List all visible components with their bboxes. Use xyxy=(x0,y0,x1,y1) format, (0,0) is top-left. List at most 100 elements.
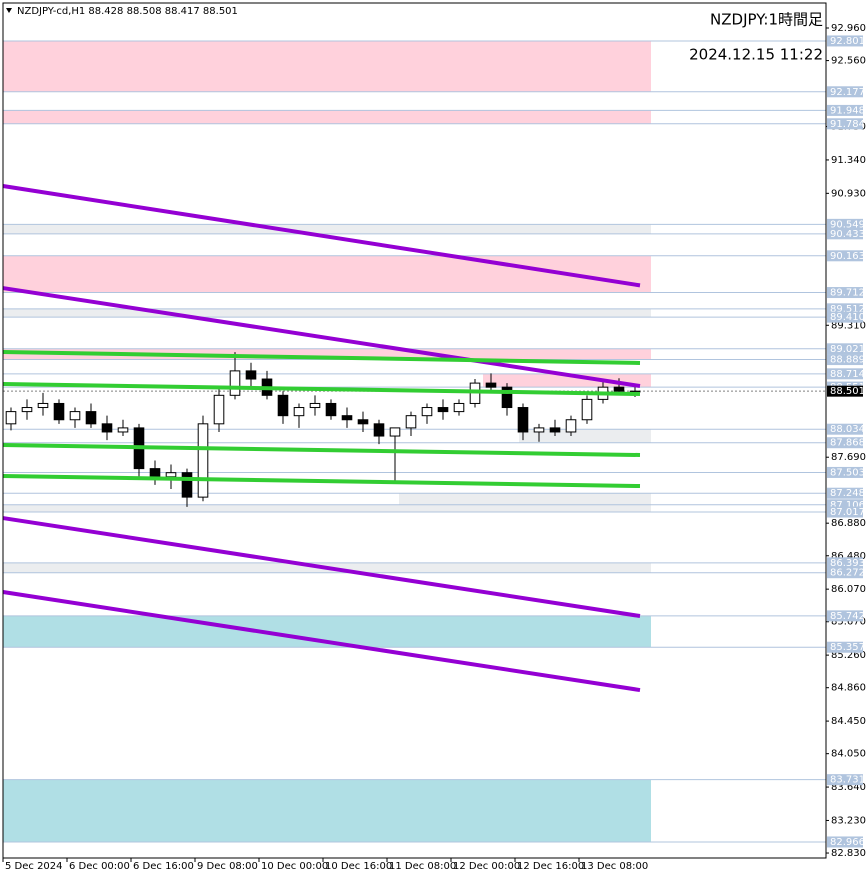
level-label-box xyxy=(827,499,863,511)
level-label-box xyxy=(827,86,863,98)
level-label: 90.549 xyxy=(830,219,865,230)
level-label-box xyxy=(827,610,863,622)
zone xyxy=(3,779,651,842)
candle-body xyxy=(549,427,561,433)
candle-body xyxy=(533,427,545,433)
level-label: 83.731 xyxy=(830,775,865,786)
candle-body xyxy=(69,411,81,421)
candle-body xyxy=(373,423,385,437)
level-label-box xyxy=(827,567,863,579)
candle-body xyxy=(197,423,209,498)
candle-body xyxy=(53,402,65,421)
candle-body xyxy=(21,407,33,413)
level-label-box xyxy=(827,311,863,323)
level-label: 91.948 xyxy=(830,105,865,116)
y-tick-label: 89.310 xyxy=(831,320,866,331)
level-label-box xyxy=(827,303,863,315)
level-label-box xyxy=(827,354,863,366)
level-label: 86.393 xyxy=(830,558,865,569)
y-tick-label: 84.050 xyxy=(831,749,866,760)
level-label-box xyxy=(827,836,863,848)
zone xyxy=(483,373,651,388)
y-tick-label: 86.070 xyxy=(831,584,866,595)
level-label: 92.801 xyxy=(830,36,865,47)
trendline xyxy=(2,442,641,458)
chart-subtitle: 2024.12.15 11:22 xyxy=(689,46,823,64)
plot-frame xyxy=(2,2,827,859)
candle-body xyxy=(309,402,321,409)
level-label: 90.433 xyxy=(830,229,865,240)
level-label-box xyxy=(827,343,863,355)
x-tick-label: 10 Dec 16:00 xyxy=(325,861,392,872)
level-label: 86.272 xyxy=(830,568,865,579)
candle-body xyxy=(517,407,529,433)
candle-body xyxy=(229,370,241,396)
trendline xyxy=(2,474,641,489)
level-label-box xyxy=(827,506,863,518)
x-tick-label: 5 Dec 2024 xyxy=(5,861,63,872)
candle-body xyxy=(181,472,193,498)
trendline xyxy=(2,349,641,365)
candle-body xyxy=(485,382,497,388)
y-tick-label: 92.960 xyxy=(831,23,866,34)
level-label-box xyxy=(827,487,863,499)
y-tick-label: 83.640 xyxy=(831,782,866,793)
y-tick-label: 83.230 xyxy=(831,815,866,826)
level-label: 82.966 xyxy=(830,837,865,848)
candle-body xyxy=(85,411,97,425)
candle-body xyxy=(437,407,449,413)
y-tick-label: 85.260 xyxy=(831,650,866,661)
level-label-box xyxy=(827,35,863,47)
zone xyxy=(3,504,651,513)
x-tick-label: 13 Dec 08:00 xyxy=(581,861,648,872)
candle-body xyxy=(325,402,337,417)
level-label-box xyxy=(827,641,863,653)
chart-title: NZDJPY:1時間足 xyxy=(710,11,823,29)
x-tick-label: 12 Dec 00:00 xyxy=(453,861,520,872)
level-label: 87.106 xyxy=(830,500,865,511)
level-label-box xyxy=(827,368,863,380)
candle-body xyxy=(213,394,225,425)
level-label: 87.503 xyxy=(830,467,865,478)
x-tick-label: 12 Dec 16:00 xyxy=(517,861,584,872)
level-label-box xyxy=(827,104,863,116)
zone xyxy=(3,224,651,234)
zone xyxy=(3,255,651,293)
level-label: 87.017 xyxy=(830,507,865,518)
level-label-box xyxy=(827,287,863,299)
axis: 92.96092.56091.75091.34090.93089.31087.6… xyxy=(2,23,866,872)
level-label: 88.034 xyxy=(830,424,865,435)
candle-body xyxy=(165,472,177,478)
y-tick-label: 90.930 xyxy=(831,188,866,199)
x-tick-label: 6 Dec 16:00 xyxy=(133,861,194,872)
zone xyxy=(399,493,651,505)
zone xyxy=(519,429,651,443)
y-tick-label: 91.340 xyxy=(831,155,866,166)
header: NZDJPY-cd,H1 88.428 88.508 88.417 88.501 xyxy=(17,6,238,17)
level-label-box xyxy=(827,437,863,449)
y-tick-label: 82.830 xyxy=(831,848,866,859)
zone xyxy=(3,40,651,92)
candle-body xyxy=(613,386,625,392)
candle-body xyxy=(277,394,289,417)
candle-body xyxy=(149,468,161,478)
level-label: 89.712 xyxy=(830,288,865,299)
x-tick-label: 9 Dec 08:00 xyxy=(197,861,258,872)
level-label: 88.714 xyxy=(830,369,865,380)
level-label: 87.248 xyxy=(830,488,865,499)
y-tick-label: 86.880 xyxy=(831,518,866,529)
level-label: 88.889 xyxy=(830,355,865,366)
x-tick-label: 6 Dec 00:00 xyxy=(69,861,130,872)
candle-body xyxy=(293,407,305,417)
y-tick-label: 84.450 xyxy=(831,716,866,727)
x-tick-label: 10 Dec 00:00 xyxy=(261,861,328,872)
trendline xyxy=(2,516,641,619)
candle-body xyxy=(565,419,577,433)
level-label-box xyxy=(827,774,863,786)
level-label: 85.742 xyxy=(830,611,865,622)
candle-body xyxy=(245,370,257,380)
candle-body xyxy=(421,407,433,417)
x-tick-label: 11 Dec 08:00 xyxy=(389,861,456,872)
header-arrow xyxy=(6,8,12,13)
